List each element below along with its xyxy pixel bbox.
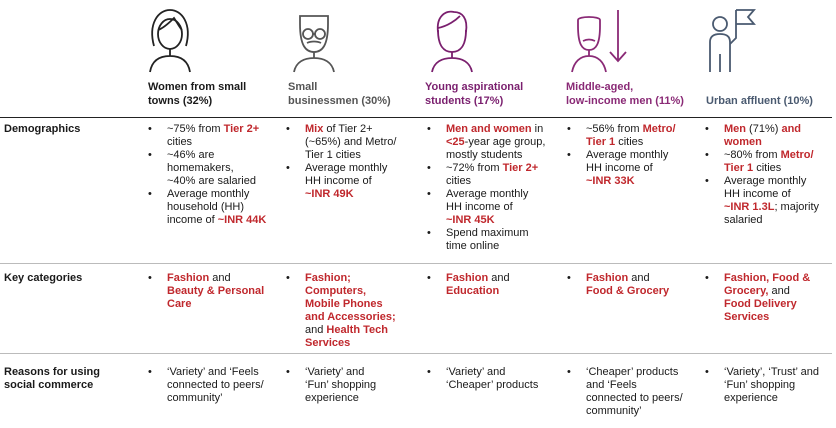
demographics-urban: Men (71%) and women ~80% from Metro/ Tie…: [703, 123, 833, 227]
categories-urban: Fashion, Food & Grocery, and Food Delive…: [703, 272, 833, 324]
segment-header-businessmen: Small businessmen (30%): [288, 81, 391, 107]
row-label-demographics: Demographics: [4, 123, 81, 135]
list-item: ~75% from Tier 2+ cities: [146, 123, 278, 149]
list-item: ‘Variety’, ‘Trust’ and‘Fun’ shoppingexpe…: [703, 366, 833, 405]
row-label-key-categories: Key categories: [4, 272, 83, 284]
demographics-businessmen: Mix of Tier 2+ (~65%) and Metro/Tier 1 c…: [284, 123, 416, 201]
list-item: Fashion and Food & Grocery: [565, 272, 697, 298]
segment-header-students: Young aspirational students (17%): [425, 81, 524, 107]
row-divider: [0, 263, 832, 264]
reasons-students: ‘Variety’ and‘Cheaper’ products: [425, 366, 557, 392]
list-item: Fashion, Food & Grocery, and Food Delive…: [703, 272, 833, 324]
list-item: ~72% from Tier 2+ cities: [425, 162, 557, 188]
list-item: Mix of Tier 2+ (~65%) and Metro/Tier 1 c…: [284, 123, 416, 162]
demographics-middle-aged: ~56% from Metro/ Tier 1 cities Average m…: [565, 123, 697, 188]
row-divider: [0, 353, 832, 354]
list-item: ~80% from Metro/ Tier 1 cities: [703, 149, 833, 175]
row-label-reasons: Reasons for using social commerce: [4, 366, 100, 391]
man-down-arrow-icon: [570, 4, 630, 74]
man-glasses-moustache-icon: [284, 4, 344, 74]
segment-header-middle-aged: Middle-aged, low-income men (11%): [566, 81, 684, 107]
young-person-icon: [422, 4, 482, 74]
list-item: Men (71%) and women: [703, 123, 833, 149]
woman-icon: [140, 4, 200, 74]
categories-businessmen: Fashion; Computers, Mobile Phones and Ac…: [284, 272, 416, 350]
list-item: Men and women in <25-year age group, mos…: [425, 123, 557, 162]
segment-header-urban: Urban affluent (10%): [706, 95, 813, 107]
reasons-urban: ‘Variety’, ‘Trust’ and‘Fun’ shoppingexpe…: [703, 366, 833, 405]
segment-header-women: Women from small towns (32%): [148, 81, 247, 107]
categories-students: Fashion and Education: [425, 272, 557, 298]
demographics-women: ~75% from Tier 2+ cities ~46% arehomemak…: [146, 123, 278, 227]
list-item: Fashion; Computers, Mobile Phones and Ac…: [284, 272, 416, 350]
person-flag-icon: [700, 4, 760, 74]
categories-middle-aged: Fashion and Food & Grocery: [565, 272, 697, 298]
list-item: ~56% from Metro/ Tier 1 cities: [565, 123, 697, 149]
header-divider: [0, 117, 832, 118]
list-item: ‘Variety’ and‘Cheaper’ products: [425, 366, 557, 392]
demographics-students: Men and women in <25-year age group, mos…: [425, 123, 557, 253]
list-item: Fashion and Education: [425, 272, 557, 298]
